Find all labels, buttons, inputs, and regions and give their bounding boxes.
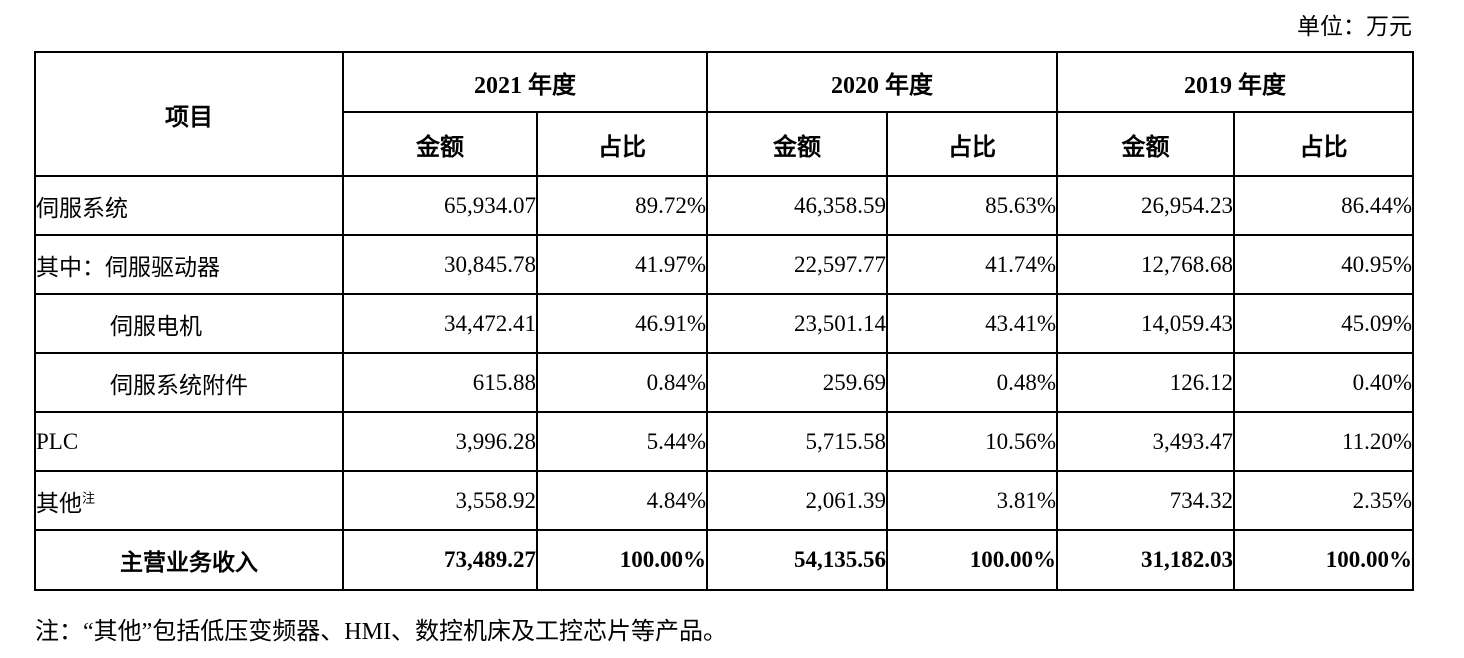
row-label-text: 其他 [36,490,82,516]
cell-amount-2019: 12,768.68 [1056,234,1235,295]
row-label: 伺服电机 [34,293,344,354]
table-row-total-revenue: 主营业务收入 73,489.27 100.00% 54,135.56 100.0… [34,529,1414,591]
col-header-item: 项目 [34,51,344,177]
cell-ratio-2020: 41.74% [886,234,1058,295]
cell-amount-2021: 30,845.78 [342,234,538,295]
cell-amount-2021: 73,489.27 [342,529,538,591]
footnote: 注：“其他”包括低压变频器、HMI、数控机床及工控芯片等产品。 [35,619,727,645]
cell-ratio-2021: 4.84% [536,470,708,531]
cell-amount-2021: 65,934.07 [342,175,538,236]
cell-ratio-2019: 45.09% [1233,293,1414,354]
cell-amount-2019: 14,059.43 [1056,293,1235,354]
row-label: PLC [34,411,344,472]
cell-ratio-2019: 11.20% [1233,411,1414,472]
table-row-servo-system: 伺服系统 65,934.07 89.72% 46,358.59 85.63% 2… [34,175,1414,236]
cell-ratio-2020: 3.81% [886,470,1058,531]
cell-amount-2019: 126.12 [1056,352,1235,413]
cell-amount-2020: 259.69 [706,352,888,413]
cell-amount-2019: 3,493.47 [1056,411,1235,472]
table-row-servo-drive: 其中：伺服驱动器 30,845.78 41.97% 22,597.77 41.7… [34,234,1414,295]
table-row-servo-accessories: 伺服系统附件 615.88 0.84% 259.69 0.48% 126.12 … [34,352,1414,413]
cell-amount-2021: 3,996.28 [342,411,538,472]
cell-ratio-2019: 86.44% [1233,175,1414,236]
col-header-year-2020: 2020 年度 [706,51,1058,113]
col-header-amount-2020: 金额 [706,111,888,177]
cell-ratio-2020: 43.41% [886,293,1058,354]
main-revenue-table: 项目 2021 年度 2020 年度 2019 年度 金额 占比 金额 占比 金… [34,51,1414,591]
header-row-years: 项目 2021 年度 2020 年度 2019 年度 [34,51,1414,177]
cell-ratio-2021: 89.72% [536,175,708,236]
cell-amount-2020: 46,358.59 [706,175,888,236]
cell-ratio-2021: 46.91% [536,293,708,354]
table-row-other: 其他注 3,558.92 4.84% 2,061.39 3.81% 734.32… [34,470,1414,531]
cell-ratio-2019: 40.95% [1233,234,1414,295]
col-header-ratio-2020: 占比 [886,111,1058,177]
table-row-servo-motor: 伺服电机 34,472.41 46.91% 23,501.14 43.41% 1… [34,293,1414,354]
row-label: 主营业务收入 [34,529,344,591]
col-header-ratio-2021: 占比 [536,111,708,177]
row-label: 伺服系统 [34,175,344,236]
col-header-amount-2019: 金额 [1056,111,1235,177]
col-header-amount-2021: 金额 [342,111,538,177]
col-header-year-2019: 2019 年度 [1056,51,1414,113]
col-header-ratio-2019: 占比 [1233,111,1414,177]
unit-label: 单位：万元 [1297,14,1412,39]
table-row-plc: PLC 3,996.28 5.44% 5,715.58 10.56% 3,493… [34,411,1414,472]
cell-ratio-2020: 100.00% [886,529,1058,591]
row-label: 其中：伺服驱动器 [34,234,344,295]
cell-amount-2021: 34,472.41 [342,293,538,354]
cell-amount-2021: 615.88 [342,352,538,413]
cell-ratio-2019: 100.00% [1233,529,1414,591]
footnote-marker: 注 [82,489,96,505]
cell-ratio-2021: 5.44% [536,411,708,472]
cell-ratio-2020: 10.56% [886,411,1058,472]
row-label: 伺服系统附件 [34,352,344,413]
cell-amount-2020: 23,501.14 [706,293,888,354]
cell-ratio-2019: 0.40% [1233,352,1414,413]
cell-ratio-2021: 41.97% [536,234,708,295]
cell-amount-2019: 26,954.23 [1056,175,1235,236]
cell-amount-2020: 2,061.39 [706,470,888,531]
cell-ratio-2020: 0.48% [886,352,1058,413]
col-header-year-2021: 2021 年度 [342,51,708,113]
cell-ratio-2019: 2.35% [1233,470,1414,531]
cell-amount-2020: 22,597.77 [706,234,888,295]
cell-amount-2019: 734.32 [1056,470,1235,531]
cell-ratio-2021: 100.00% [536,529,708,591]
cell-amount-2021: 3,558.92 [342,470,538,531]
cell-amount-2020: 54,135.56 [706,529,888,591]
cell-ratio-2020: 85.63% [886,175,1058,236]
cell-ratio-2021: 0.84% [536,352,708,413]
row-label: 其他注 [34,470,344,531]
cell-amount-2019: 31,182.03 [1056,529,1235,591]
header-row-sub: 金额 占比 金额 占比 金额 占比 [35,111,1414,177]
cell-amount-2020: 5,715.58 [706,411,888,472]
